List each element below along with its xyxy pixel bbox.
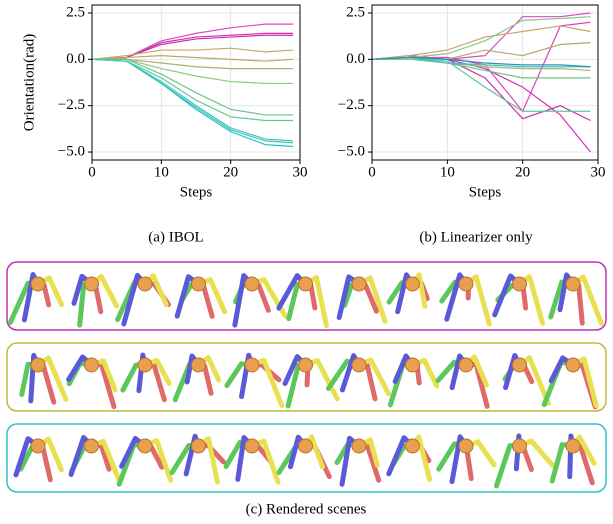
series-line [91, 58, 294, 144]
robot-body [458, 438, 474, 454]
robot-body [84, 438, 99, 454]
series-line [371, 56, 591, 68]
robot-body [565, 438, 581, 454]
series-line [91, 32, 294, 60]
series-line [371, 56, 591, 112]
robot-body [565, 276, 581, 292]
x-tick-label: 0 [368, 164, 376, 180]
robot-body [244, 276, 260, 292]
y-tick-label: −5.0 [338, 143, 365, 159]
y-tick-label: 0.0 [346, 51, 365, 67]
caption: (b) Linearizer only [419, 229, 533, 245]
robot-body [298, 357, 313, 373]
x-tick-label: 0 [88, 164, 96, 180]
caption: (a) IBOL [148, 229, 203, 245]
x-tick-label: 20 [515, 164, 530, 180]
series-line [91, 47, 294, 60]
robot-body [30, 276, 46, 292]
robot-body [244, 438, 260, 454]
y-tick-label: 0.0 [66, 51, 85, 67]
series-line [91, 55, 294, 62]
robot-body [84, 357, 99, 373]
y-tick-label: 2.5 [66, 4, 85, 20]
x-tick-label: 10 [440, 164, 455, 180]
series-line [92, 58, 294, 116]
series-line [91, 23, 294, 60]
x-axis-label: Steps [469, 184, 502, 200]
robot-body [191, 276, 206, 292]
series-line [371, 25, 591, 60]
robot-body [298, 276, 313, 292]
robot-body [458, 276, 474, 292]
robot-body [244, 357, 260, 373]
robot-body [512, 357, 527, 373]
robot-body [351, 438, 367, 454]
robot-body [512, 276, 527, 292]
robot-body [84, 276, 99, 292]
robot-body [298, 438, 313, 454]
y-tick-label: −2.5 [338, 97, 365, 113]
robot-body [565, 357, 581, 373]
caption: (c) Rendered scenes [246, 501, 367, 517]
plot-frame [91, 4, 301, 161]
y-tick-label: 2.5 [346, 4, 365, 20]
x-tick-label: 30 [591, 164, 606, 180]
y-axis-label: Orientation(rad) [21, 34, 37, 131]
x-tick-label: 30 [293, 164, 308, 180]
robot-body [30, 357, 46, 373]
robot-body [458, 357, 474, 373]
x-axis-label: Steps [180, 184, 213, 200]
robot-body [191, 438, 206, 454]
series-line [371, 12, 591, 60]
robot-body [137, 276, 153, 292]
series-line [371, 42, 591, 60]
series-line [372, 58, 591, 79]
x-tick-label: 20 [223, 164, 238, 180]
plot-frame [371, 4, 599, 161]
robot-body [191, 357, 206, 373]
scene-strip [6, 423, 607, 493]
robot-body [351, 357, 367, 373]
y-tick-label: −2.5 [58, 97, 85, 113]
y-tick-label: −5.0 [58, 143, 85, 159]
robot-body [137, 438, 153, 454]
scene-strip [6, 261, 607, 331]
robot-body [137, 357, 153, 373]
series-line [92, 58, 294, 85]
robot-body [512, 438, 527, 454]
series-line [91, 58, 294, 142]
robot-body [405, 357, 420, 373]
robot-body [30, 438, 46, 454]
series-line [371, 56, 591, 153]
x-tick-label: 10 [154, 164, 169, 180]
robot-body [405, 276, 420, 292]
robot-body [405, 438, 420, 454]
robot-body [351, 276, 367, 292]
scene-strip [6, 342, 607, 412]
